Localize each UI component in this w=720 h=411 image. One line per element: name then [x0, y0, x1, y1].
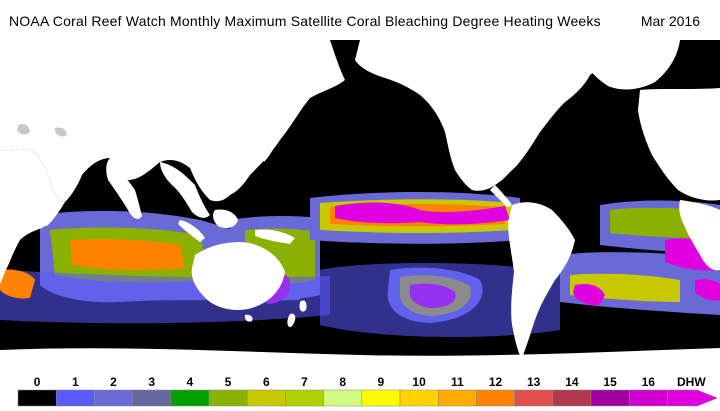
- map-title: NOAA Coral Reef Watch Monthly Maximum Sa…: [9, 13, 601, 29]
- land-svalbard: [20, 40, 60, 54]
- legend-tick-11: 11: [450, 375, 464, 389]
- heat-south-pacific-low: [320, 263, 560, 337]
- lake-area: [54, 127, 67, 137]
- land-north-america: [355, 40, 620, 191]
- legend-swatch-1: [55, 389, 95, 407]
- dhw-legend: 0 1 2 3 4 5 6 7 8 9 10 11 12 13 14 15 16 DHW: [0, 366, 720, 411]
- legend-tick-16: 16: [641, 375, 655, 389]
- dhw-map: [0, 40, 720, 366]
- land-new-zealand-south: [287, 313, 296, 328]
- legend-colorbar: [17, 389, 719, 407]
- caspian-sea: [17, 123, 30, 135]
- legend-tick-8: 8: [339, 375, 347, 389]
- legend-tick-6: 6: [262, 375, 270, 389]
- land-australia: [191, 242, 285, 310]
- map-date: Mar 2016: [640, 13, 700, 29]
- legend-swatch-0: [17, 389, 57, 407]
- land-central-america: [490, 185, 511, 207]
- legend-swatch-3: [132, 389, 172, 407]
- heat-atlantic-brazil: [573, 284, 605, 306]
- legend-tick-7: 7: [301, 375, 308, 389]
- land-eurasia: [0, 40, 345, 202]
- land-africa-east: [679, 200, 720, 271]
- legend-tick-2: 2: [110, 375, 117, 389]
- heat-far-east-edge: [695, 279, 720, 301]
- land-south-america: [508, 202, 575, 358]
- heat-southern-hot-west: [0, 269, 35, 299]
- land-japan: [262, 120, 277, 162]
- legend-swatch-8: [323, 389, 363, 407]
- legend-tick-15: 15: [603, 375, 617, 389]
- legend-tick-9: 9: [377, 375, 385, 389]
- legend-swatch-11: [437, 389, 477, 407]
- legend-tick-3: 3: [148, 375, 156, 389]
- legend-swatch-10: [399, 389, 439, 407]
- legend-swatch-12: [476, 389, 515, 407]
- heat-indian-ocean-core: [70, 239, 185, 271]
- land-greenland: [560, 40, 680, 90]
- legend-swatch-17: [667, 389, 719, 407]
- heat-equatorial-pacific-extreme: [335, 202, 510, 225]
- land-new-zealand-north: [299, 300, 307, 312]
- land-india: [106, 158, 142, 219]
- legend-unit-label: DHW: [677, 375, 706, 389]
- legend-tick-1: 1: [71, 375, 79, 389]
- legend-swatch-4: [170, 389, 210, 407]
- legend-swatch-14: [552, 389, 592, 407]
- legend-tick-12: 12: [488, 375, 503, 389]
- land-borneo: [213, 209, 238, 228]
- land-africa: [0, 149, 65, 284]
- land-sumatra: [178, 220, 205, 242]
- legend-swatch-6: [246, 389, 286, 407]
- legend-tick-10: 10: [412, 375, 426, 389]
- legend-swatch-5: [208, 389, 248, 407]
- legend-tick-4: 4: [186, 375, 194, 389]
- land-new-guinea: [255, 229, 295, 244]
- legend-swatch-9: [361, 389, 401, 407]
- land-southeast-asia: [160, 162, 210, 218]
- legend-swatch-7: [285, 389, 324, 407]
- legend-tick-5: 5: [224, 375, 232, 389]
- legend-swatch-15: [590, 389, 630, 407]
- legend-tick-13: 13: [527, 375, 541, 389]
- legend-tick-14: 14: [565, 375, 579, 389]
- land-antarctica: [0, 348, 720, 366]
- legend-swatch-2: [94, 389, 133, 407]
- land: [0, 40, 720, 366]
- legend-tick-0: 0: [33, 375, 41, 389]
- legend-swatch-13: [514, 389, 554, 407]
- land-tasmania: [244, 314, 253, 322]
- inland-water: [17, 123, 67, 137]
- legend-swatch-16: [628, 389, 668, 407]
- title-bar: NOAA Coral Reef Watch Monthly Maximum Sa…: [0, 0, 720, 40]
- world-map-svg: [0, 40, 720, 366]
- land-europe-east: [638, 88, 720, 201]
